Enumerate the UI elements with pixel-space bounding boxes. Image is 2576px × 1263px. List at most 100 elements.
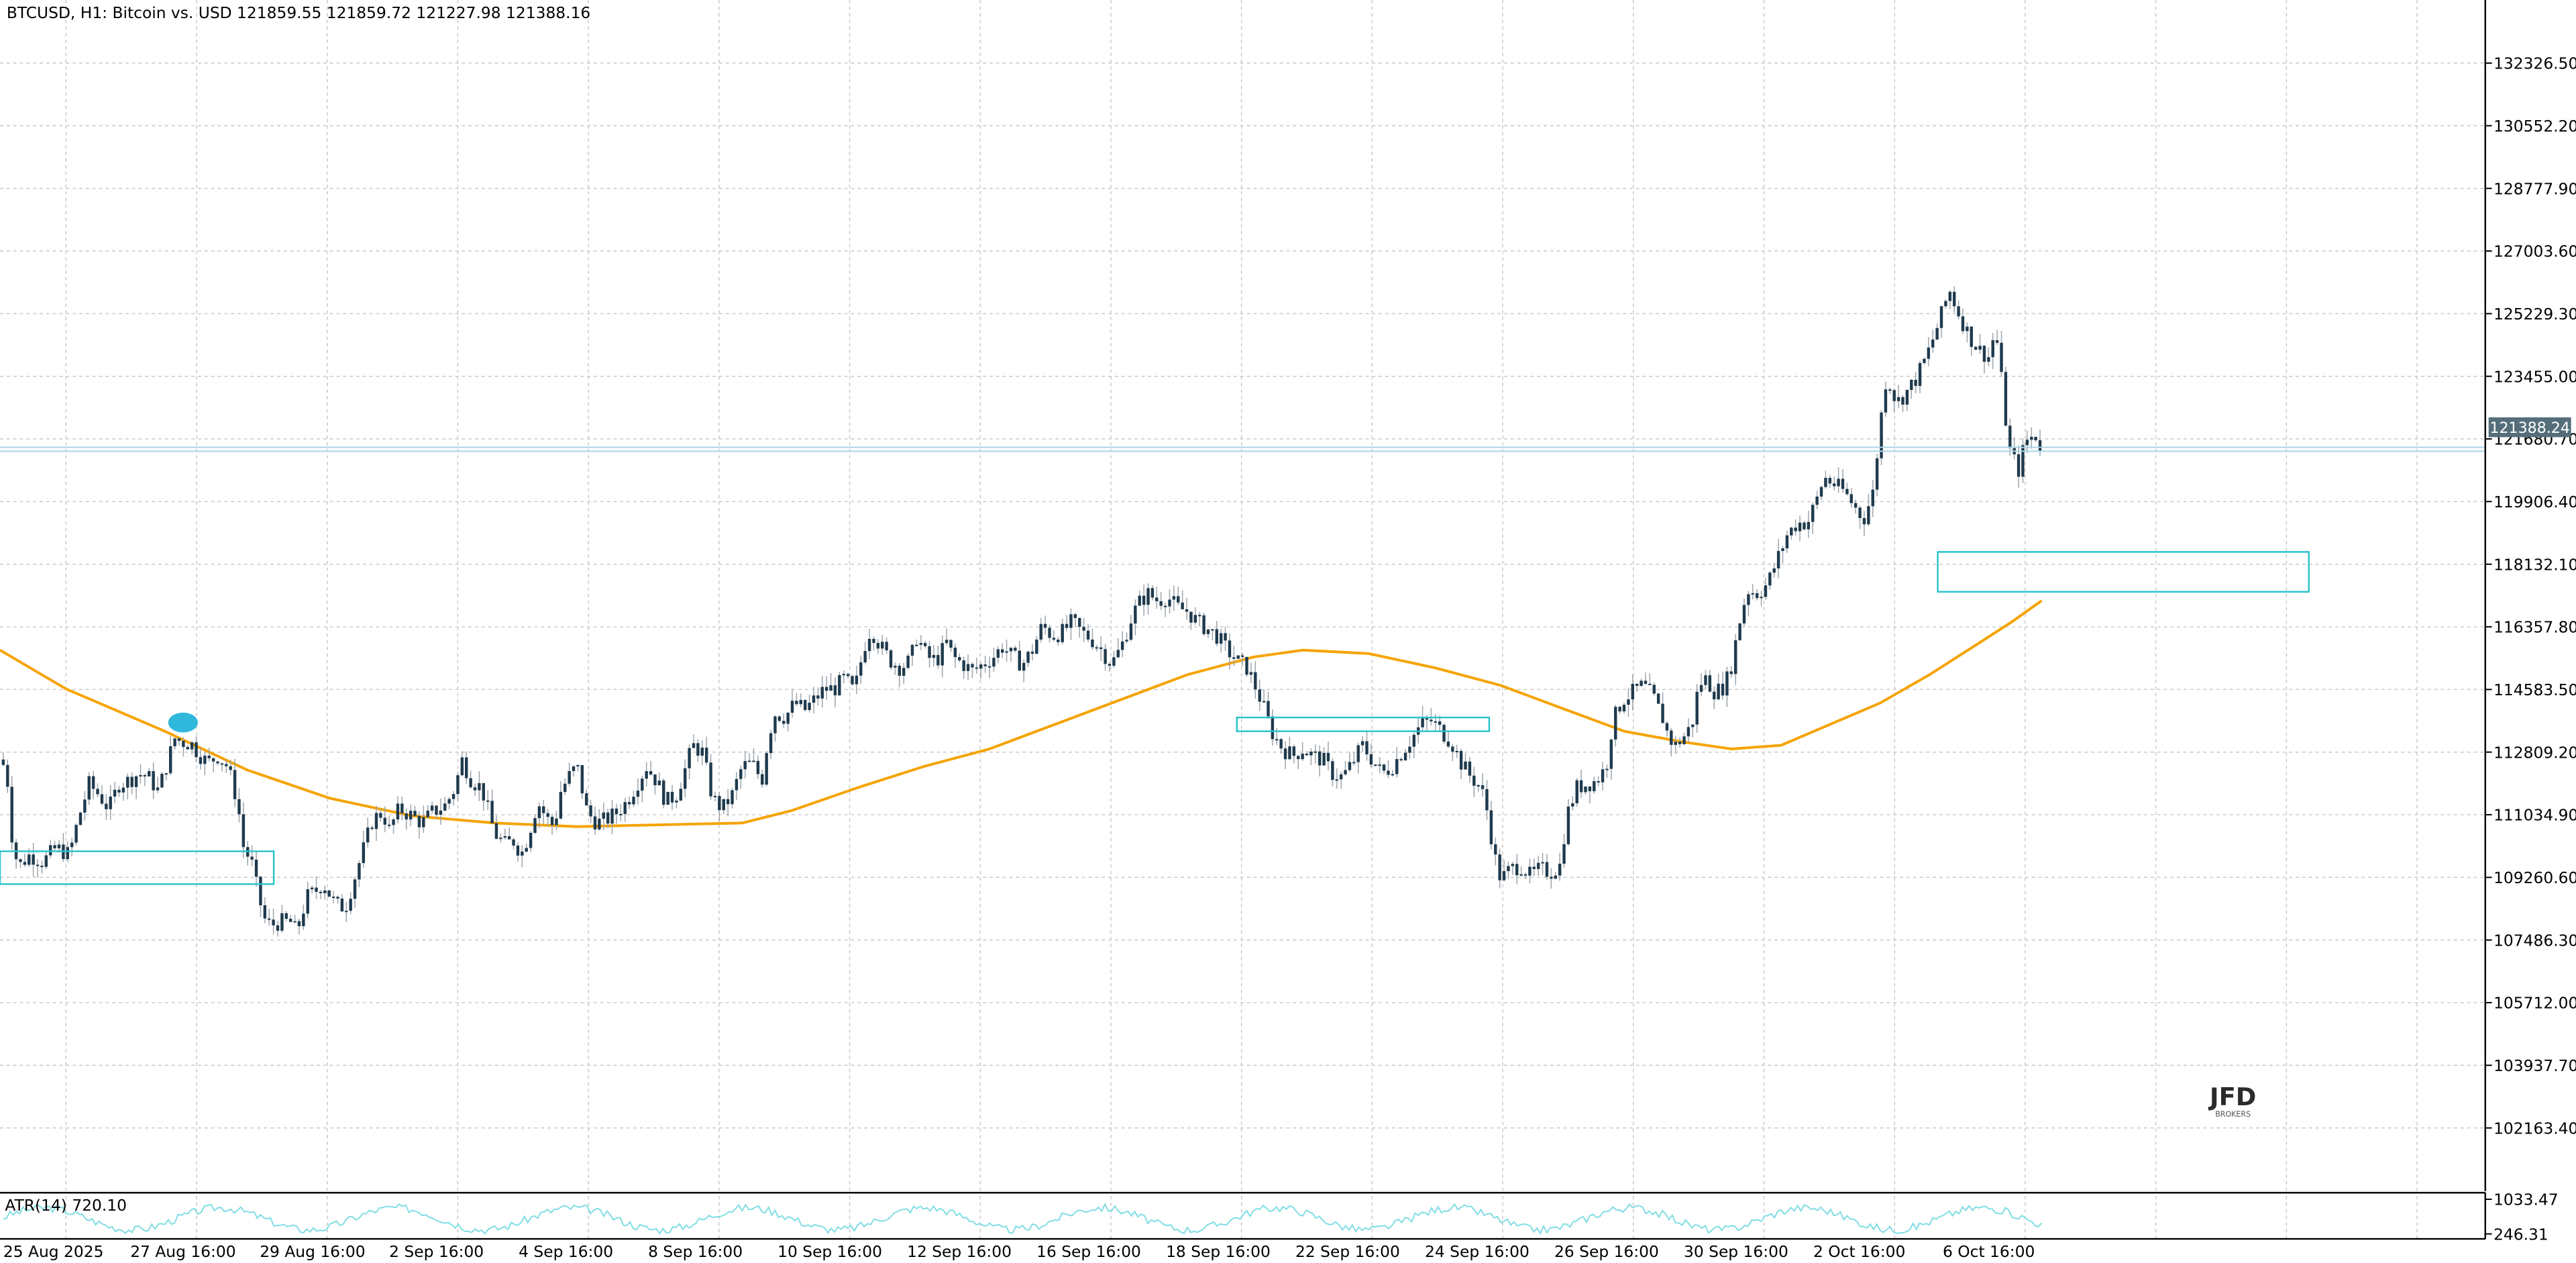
- candle-body: [945, 640, 949, 644]
- candle-body: [203, 755, 207, 764]
- candle-body: [1374, 764, 1377, 766]
- candle-body: [1091, 639, 1094, 648]
- candle-body: [1923, 358, 1926, 363]
- candle-body: [1189, 611, 1193, 623]
- candle-body: [1240, 655, 1244, 657]
- candle-body: [2008, 425, 2012, 448]
- candle-body: [435, 805, 438, 815]
- candle-body: [225, 764, 228, 766]
- candle-body: [593, 816, 597, 829]
- candle-body: [199, 757, 203, 764]
- candle-body: [1648, 683, 1652, 685]
- candle-body: [443, 803, 447, 811]
- candle-body: [349, 899, 352, 911]
- candlestick-series: [1, 286, 2042, 937]
- current-price-line: [0, 446, 2485, 452]
- candle-body: [632, 797, 635, 805]
- candle-body: [1550, 876, 1553, 879]
- candle-body: [1215, 629, 1219, 644]
- candle-body: [439, 810, 443, 815]
- candle-body: [1048, 627, 1051, 638]
- candle-body: [679, 789, 683, 801]
- candle-body: [1035, 640, 1038, 654]
- candle-body: [1875, 458, 1879, 490]
- candle-body: [765, 753, 768, 785]
- candle-body: [1502, 871, 1506, 880]
- candle-body: [1961, 316, 1965, 332]
- candle-body: [1365, 741, 1368, 755]
- candle-body: [808, 703, 811, 711]
- candle-body: [1472, 775, 1476, 786]
- candle-body: [331, 897, 335, 899]
- candle-body: [190, 742, 194, 750]
- candle-body: [297, 921, 301, 927]
- candle-body: [1082, 627, 1085, 631]
- candle-body: [36, 864, 40, 866]
- candle-body: [1871, 489, 1874, 507]
- candle-body: [1803, 522, 1806, 529]
- candle-body: [550, 817, 554, 825]
- candle-body: [83, 799, 87, 813]
- price-tick-label: 123455.00: [2493, 367, 2576, 386]
- candle-body: [1421, 717, 1424, 727]
- candle-body: [32, 854, 35, 865]
- candle-body: [134, 776, 138, 787]
- candle-body: [670, 791, 674, 803]
- candle-body: [910, 644, 914, 656]
- candle-body: [761, 774, 764, 785]
- candle-body: [494, 823, 498, 839]
- candle-body: [1605, 768, 1609, 770]
- candle-body: [700, 748, 704, 756]
- candle-body: [1305, 754, 1309, 756]
- candle-body: [362, 842, 366, 864]
- candle-body: [846, 674, 850, 676]
- candle-body: [1326, 752, 1330, 762]
- candle-body: [66, 847, 70, 860]
- candle-body: [1970, 326, 1973, 347]
- candle-body: [1815, 496, 1819, 505]
- candle-body: [1108, 664, 1112, 666]
- candle-body: [1211, 629, 1214, 631]
- candle-body: [1382, 764, 1386, 771]
- candle-body: [280, 913, 284, 931]
- candle-body: [546, 813, 549, 817]
- zone-rect: [0, 850, 275, 885]
- candle-body: [1485, 789, 1489, 811]
- candle-body: [1430, 719, 1433, 721]
- price-axis[interactable]: 132326.50 130552.20 128777.90 127003.60 1252…: [2484, 0, 2576, 1191]
- candle-body: [1018, 650, 1021, 671]
- time-axis[interactable]: 25 Aug 2025 27 Aug 16:00 29 Aug 16:00 2 Sep…: [0, 1237, 2485, 1261]
- candle-body: [1258, 689, 1261, 702]
- candle-body: [525, 848, 528, 852]
- candle-body: [1099, 647, 1103, 650]
- candle-body: [1181, 602, 1184, 609]
- candle-body: [1837, 478, 1840, 487]
- candle-body: [688, 748, 691, 768]
- candle-body: [100, 794, 104, 804]
- candle-body: [747, 760, 751, 762]
- candle-body: [1995, 340, 1999, 343]
- candle-body: [469, 778, 472, 788]
- candle-body: [400, 803, 404, 814]
- candle-body: [602, 812, 605, 819]
- candle-body: [1670, 730, 1673, 745]
- candle-body: [872, 638, 875, 644]
- candle-body: [1631, 683, 1635, 700]
- candle-body: [619, 813, 623, 815]
- candle-body: [568, 770, 571, 784]
- candle-body: [1713, 691, 1716, 700]
- candle-body: [958, 657, 961, 661]
- price-marker-value: 121388.24: [2489, 419, 2570, 437]
- candle-body: [1395, 759, 1399, 774]
- candle-body: [1219, 633, 1223, 644]
- candle-body: [726, 799, 730, 805]
- candle-body: [340, 898, 344, 912]
- candle-body: [186, 747, 189, 750]
- candle-body: [1528, 866, 1532, 876]
- candle-body: [1442, 725, 1446, 742]
- candle-body: [777, 716, 782, 721]
- candle-body: [928, 646, 931, 658]
- candle-body: [1845, 489, 1849, 495]
- candle-body: [490, 801, 494, 823]
